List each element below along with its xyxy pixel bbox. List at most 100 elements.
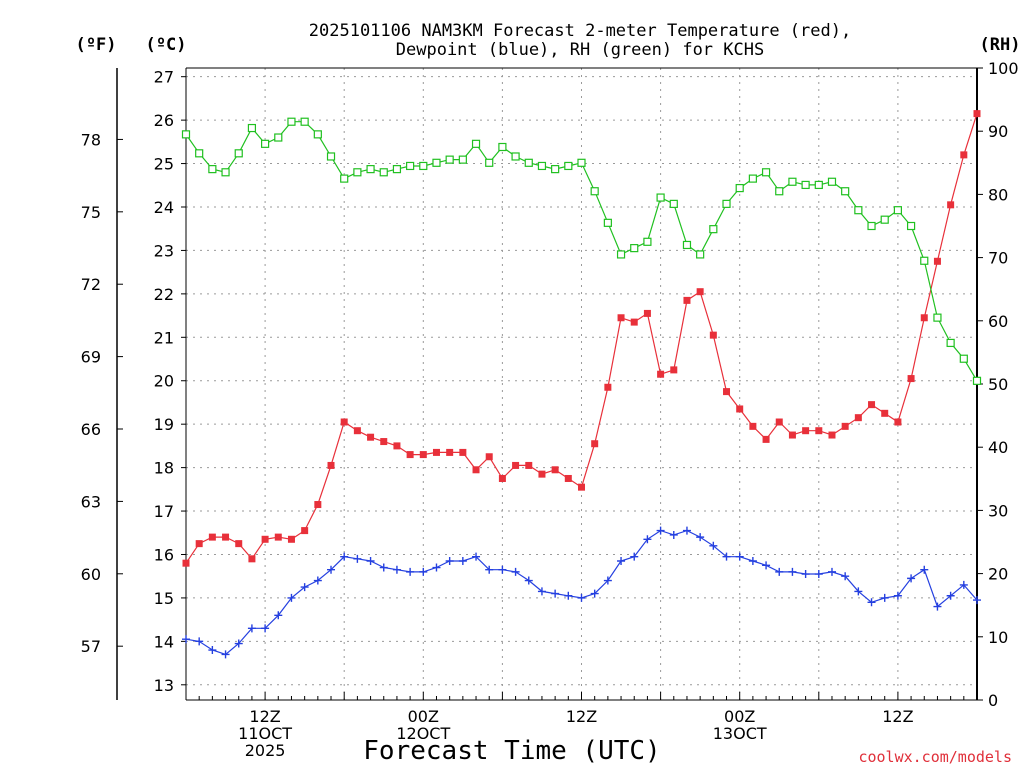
dewpoint-point <box>880 593 889 602</box>
dewpoint-point <box>643 535 652 544</box>
temperature-point <box>367 433 375 441</box>
chart-title-line-1: 2025101106 NAM3KM Forecast 2-meter Tempe… <box>309 21 851 41</box>
temperature-point <box>643 309 651 317</box>
rh-point <box>432 158 441 167</box>
time-tick-label: 12Z <box>566 707 597 726</box>
temperature-point <box>393 442 401 450</box>
rh-point <box>274 133 283 142</box>
fahrenheit-tick-label: 75 <box>81 203 101 222</box>
temperature-point <box>762 435 770 443</box>
rh-unit-label: (RH) <box>980 35 1021 55</box>
dewpoint-point <box>722 552 731 561</box>
dewpoint-point <box>485 565 494 574</box>
dewpoint-point <box>392 565 401 574</box>
rh-point <box>313 130 322 139</box>
rh-tick-label: 30 <box>988 501 1008 520</box>
dewpoint-point <box>445 557 454 566</box>
dewpoint-point <box>419 567 428 576</box>
temperature-point <box>973 110 981 118</box>
rh-point <box>366 165 375 174</box>
dewpoint-point <box>353 554 362 563</box>
dewpoint-point <box>195 637 204 646</box>
temperature-point <box>815 427 823 435</box>
rh-point <box>551 165 560 174</box>
dewpoint-point <box>920 565 929 574</box>
dewpoint-point <box>841 572 850 581</box>
dewpoint-point <box>603 576 612 585</box>
dewpoint-point <box>775 567 784 576</box>
temperature-point <box>446 448 454 456</box>
rh-point <box>590 187 599 196</box>
dewpoint-point <box>208 646 217 655</box>
dewpoint-point <box>893 591 902 600</box>
rh-point <box>340 174 349 183</box>
fahrenheit-tick-label: 78 <box>81 130 101 149</box>
rh-point <box>300 117 309 126</box>
dewpoint-point <box>907 574 916 583</box>
rh-point <box>643 237 652 246</box>
celsius-tick-label: 18 <box>154 459 174 478</box>
celsius-tick-label: 22 <box>154 285 174 304</box>
rh-point <box>326 152 336 161</box>
dewpoint-point <box>854 587 863 596</box>
rh-point <box>867 221 876 231</box>
dewpoint-point <box>379 563 388 572</box>
celsius-tick-label: 27 <box>154 68 174 87</box>
dewpoint-point <box>617 557 626 566</box>
dewpoint-point <box>814 570 823 579</box>
temperature-point <box>828 431 836 439</box>
time-tick-label: 12Z <box>249 707 280 726</box>
fahrenheit-tick-label: 72 <box>81 275 101 294</box>
rh-point <box>419 161 428 171</box>
temperature-point <box>709 331 717 339</box>
temperature-point <box>788 431 796 439</box>
fahrenheit-tick-label: 63 <box>81 492 101 511</box>
dewpoint-point <box>511 567 520 576</box>
rh-point <box>761 168 771 177</box>
temperature-point <box>933 257 941 265</box>
rh-point <box>946 338 955 348</box>
rh-point <box>221 168 230 177</box>
time-tick-label: 11OCT <box>238 724 292 743</box>
dewpoint-point <box>287 593 296 602</box>
dewpoint-point <box>933 602 942 611</box>
temperature-point <box>868 401 876 409</box>
rh-tick-label: 40 <box>988 438 1008 457</box>
rh-point <box>537 161 547 171</box>
rh-point <box>933 313 942 322</box>
temperature-point <box>512 461 520 469</box>
rh-tick-label: 0 <box>988 691 998 710</box>
temperature-point <box>485 453 493 461</box>
dewpoint-point <box>182 635 190 644</box>
temperature-point <box>591 440 599 448</box>
rh-point <box>669 199 678 208</box>
rh-point <box>827 177 837 186</box>
time-tick-label: 12Z <box>882 707 913 726</box>
rh-point <box>841 187 850 196</box>
dewpoint-point <box>762 561 771 570</box>
dewpoint-point <box>498 565 507 574</box>
temperature-point <box>261 535 269 543</box>
rh-point <box>603 218 612 227</box>
dewpoint-point <box>261 624 270 633</box>
dewpoint-point <box>827 567 836 576</box>
temperature-point <box>208 533 216 541</box>
temperature-point <box>894 418 902 426</box>
dewpoint-point <box>801 570 810 579</box>
x-axis-label: Forecast Time (UTC) <box>363 736 660 766</box>
dewpoint-point <box>682 526 691 535</box>
temperature-point <box>235 540 243 548</box>
temperature-point <box>683 296 691 304</box>
rh-point <box>788 177 797 186</box>
dewpoint-point <box>340 552 349 561</box>
rh-point <box>972 376 982 385</box>
dewpoint-point <box>327 565 336 574</box>
dewpoint-point <box>630 552 639 561</box>
dewpoint-point <box>590 589 599 598</box>
time-tick-label: 00Z <box>724 707 755 726</box>
celsius-tick-label: 26 <box>154 111 174 130</box>
rh-tick-label: 100 <box>988 59 1019 78</box>
rh-point <box>735 183 744 193</box>
rh-point <box>445 155 454 164</box>
celsius-tick-label: 15 <box>154 589 174 608</box>
